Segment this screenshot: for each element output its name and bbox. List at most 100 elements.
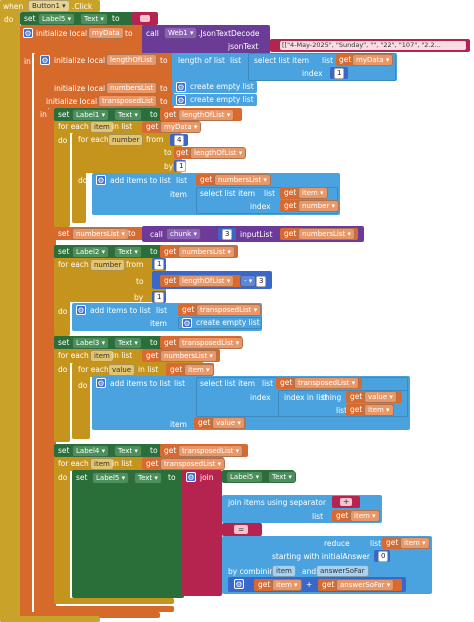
for-each-item-block[interactable] <box>54 121 70 227</box>
json-text-field[interactable] <box>280 41 466 50</box>
number-1-field[interactable]: 1 <box>154 292 165 303</box>
for-each-value-block[interactable] <box>72 363 90 439</box>
button1-dropdown[interactable]: Button1 ▾ <box>28 0 70 12</box>
to-keyword: to <box>112 14 120 23</box>
item-dropdown[interactable]: item ▾ <box>364 404 394 416</box>
text-prop-dropdown[interactable]: Text ▾ <box>114 246 142 258</box>
label2-dropdown[interactable]: Label2 ▾ <box>72 246 110 258</box>
get-keyword: get <box>164 446 177 455</box>
numberslist-dropdown[interactable]: numbersList ▾ <box>72 228 129 240</box>
number-1-field[interactable]: 1 <box>176 161 187 172</box>
gear-icon[interactable]: ⚙ <box>76 305 86 315</box>
lengthoflist-dropdown[interactable]: lengthOfList ▾ <box>178 109 235 121</box>
to-keyword: to <box>125 29 133 38</box>
text-prop-dropdown[interactable]: Text ▾ <box>114 337 142 349</box>
create-empty-list-block[interactable] <box>172 94 257 106</box>
lengthoflist-dropdown[interactable]: lengthOfList ▾ <box>178 275 235 287</box>
item-dropdown[interactable]: item ▾ <box>272 579 302 591</box>
number-4-field[interactable]: 4 <box>174 135 185 146</box>
label3-dropdown[interactable]: Label3 ▾ <box>72 337 110 349</box>
gear-icon[interactable]: ⚙ <box>23 28 33 38</box>
list-label: list <box>264 189 276 198</box>
numberslist-dropdown[interactable]: numbersList ▾ <box>298 228 355 240</box>
value-dropdown[interactable]: value ▾ <box>364 391 397 403</box>
create-empty-list-block[interactable] <box>178 317 262 329</box>
init-label: initialize local <box>54 84 106 93</box>
empty-text-field[interactable] <box>140 15 150 22</box>
number-var-field[interactable]: number <box>108 134 144 146</box>
text-prop-dropdown[interactable]: Text ▾ <box>80 13 108 25</box>
label4-dropdown[interactable]: Label4 ▾ <box>72 445 110 457</box>
label5-dropdown[interactable]: Label5 ▾ <box>92 472 130 484</box>
item-var-field[interactable]: item <box>90 350 114 362</box>
event-block-button1-click[interactable] <box>0 0 20 622</box>
set-label5-text-block[interactable] <box>72 470 184 598</box>
join-block[interactable] <box>182 470 222 596</box>
item-param-field[interactable]: item <box>272 565 296 577</box>
gear-icon[interactable]: ⚙ <box>234 579 244 589</box>
plus-text-field[interactable] <box>340 498 352 506</box>
gear-icon[interactable]: ⚙ <box>182 318 192 328</box>
gear-icon[interactable]: ⚙ <box>186 472 196 482</box>
number-3-field[interactable]: 3 <box>222 229 233 240</box>
numberslist-dropdown[interactable]: numbersList ▾ <box>214 174 271 186</box>
chunk-dropdown[interactable]: chunk ▾ <box>166 228 201 240</box>
web1-dropdown[interactable]: Web1 ▾ <box>164 27 198 39</box>
gear-icon[interactable]: ⚙ <box>40 55 50 65</box>
transposedlist-dropdown[interactable]: transposedList ▾ <box>196 304 262 316</box>
item-dropdown[interactable]: item ▾ <box>400 537 430 549</box>
transposedlist-name-field[interactable]: transposedList <box>98 95 158 107</box>
mydata-dropdown[interactable]: myData ▾ <box>160 121 202 133</box>
gear-icon[interactable]: ⚙ <box>96 175 106 185</box>
text-prop-dropdown[interactable]: Text ▾ <box>134 472 162 484</box>
lengthoflist-name-field[interactable]: lengthOfList <box>106 54 157 66</box>
number-3-field[interactable]: 3 <box>256 276 267 287</box>
in-list-label: in list <box>112 459 133 468</box>
do-label: do <box>58 365 68 374</box>
transposedlist-dropdown[interactable]: transposedList ▾ <box>294 377 360 389</box>
init-local-lengthoflist-block[interactable] <box>34 53 48 613</box>
json-text-value: [["4-May-2025", "Sunday", "", "22", "107… <box>282 41 441 49</box>
text-prop-dropdown[interactable]: Text ▾ <box>114 445 142 457</box>
answersofar-param-field[interactable]: answerSoFar <box>316 565 369 577</box>
item-var-field[interactable]: item <box>90 121 114 133</box>
answersofar-dropdown[interactable]: answerSoFar ▾ <box>336 579 395 591</box>
mydata-name-field[interactable]: myData <box>88 27 124 39</box>
mydata-dropdown[interactable]: myData ▾ <box>352 54 394 66</box>
lengthoflist-dropdown[interactable]: lengthOfList ▾ <box>190 147 247 159</box>
numberslist-dropdown[interactable]: numbersList ▾ <box>160 350 217 362</box>
label1-dropdown[interactable]: Label1 ▾ <box>72 109 110 121</box>
for-each-item-block[interactable] <box>54 457 70 602</box>
equals-text-field[interactable] <box>234 525 248 534</box>
item-dropdown[interactable]: item ▾ <box>298 187 328 199</box>
item-dropdown[interactable]: item ▾ <box>184 364 214 376</box>
number-var-field[interactable]: number <box>90 259 126 271</box>
label5-dropdown[interactable]: Label5 ▾ <box>38 13 76 25</box>
number-1-field[interactable]: 1 <box>334 68 345 79</box>
transposedlist-dropdown[interactable]: transposedList ▾ <box>178 445 244 457</box>
get-keyword: get <box>164 110 177 119</box>
call-web1-jsontextdecode-block[interactable] <box>142 25 270 55</box>
number-1-field[interactable]: 1 <box>154 259 165 270</box>
text-prop-dropdown[interactable]: Text ▾ <box>114 109 142 121</box>
item-dropdown[interactable]: item ▾ <box>350 510 380 522</box>
for-each-item-block[interactable] <box>54 349 70 442</box>
gear-icon[interactable]: ⚙ <box>176 82 186 92</box>
gear-icon[interactable]: ⚙ <box>96 378 106 388</box>
number-dropdown[interactable]: number ▾ <box>298 200 340 212</box>
get-keyword: get <box>146 122 159 131</box>
numberslist-name-field[interactable]: numbersList <box>106 82 158 94</box>
create-empty-list-block[interactable] <box>172 81 257 93</box>
value-var-field[interactable]: value <box>108 364 136 376</box>
init-local-mydata-block[interactable] <box>20 25 32 615</box>
value-dropdown[interactable]: value ▾ <box>212 417 245 429</box>
gear-icon[interactable]: ⚙ <box>176 95 186 105</box>
transposedlist-dropdown[interactable]: transposedList ▾ <box>160 458 226 470</box>
label5-dropdown[interactable]: Label5 ▾ <box>226 471 264 483</box>
minus-operator-dropdown[interactable]: - ▾ <box>240 275 257 287</box>
transposedlist-dropdown[interactable]: transposedList ▾ <box>178 337 244 349</box>
number-0-field[interactable]: 0 <box>378 551 389 562</box>
item-var-field[interactable]: item <box>90 458 114 470</box>
numberslist-dropdown[interactable]: numbersList ▾ <box>178 246 235 258</box>
text-prop-dropdown[interactable]: Text ▾ <box>268 471 296 483</box>
